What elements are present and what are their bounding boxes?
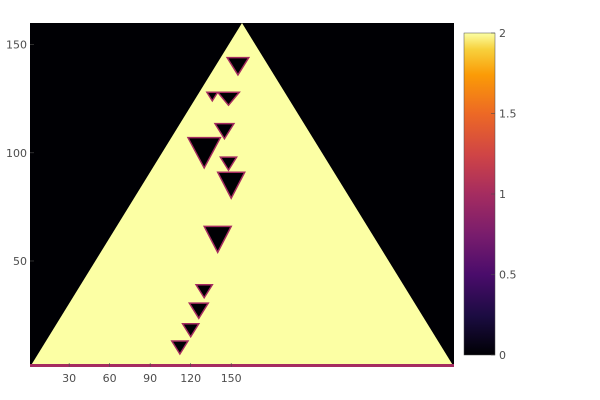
y-tick-label-100: 100 bbox=[6, 147, 27, 160]
x-tick-label-30: 30 bbox=[62, 372, 76, 385]
heatmap-structures bbox=[170, 56, 251, 356]
colorbar: 0 0.5 1 1.5 2 bbox=[463, 27, 517, 362]
heatmap-structure-2 bbox=[181, 322, 201, 339]
colorbar-gradient bbox=[463, 32, 496, 356]
heatmap-structure-1 bbox=[170, 340, 190, 356]
heatmap-structure-10 bbox=[225, 56, 251, 77]
colorbar-tick-label-0.5: 0.5 bbox=[499, 269, 517, 282]
heatmap-triangle-region bbox=[30, 23, 454, 367]
heatmap-structure-9 bbox=[216, 91, 241, 107]
heatmap-structure-4 bbox=[194, 284, 214, 300]
colorbar-tick-label-1.5: 1.5 bbox=[499, 108, 517, 121]
y-axis: 50 100 150 bbox=[6, 39, 34, 268]
colorbar-ticks: 0 0.5 1 1.5 2 bbox=[491, 27, 517, 362]
heatmap-structure-8 bbox=[213, 122, 236, 141]
heatmap-structure-6 bbox=[216, 171, 246, 200]
heatmap-bottom-row bbox=[30, 364, 454, 367]
y-tick-label-50: 50 bbox=[13, 255, 27, 268]
x-tick-label-120: 120 bbox=[180, 372, 201, 385]
heatmap-structure-0 bbox=[186, 136, 222, 170]
x-tick-label-150: 150 bbox=[221, 372, 242, 385]
heatmap-structure-11 bbox=[205, 91, 220, 103]
x-axis: 30 60 90 120 150 bbox=[62, 363, 242, 385]
heatmap-plot bbox=[30, 23, 454, 367]
heatmap-structure-5 bbox=[202, 225, 233, 254]
heatmap-structure-3 bbox=[187, 302, 210, 320]
x-tick-label-60: 60 bbox=[103, 372, 117, 385]
colorbar-tick-label-0: 0 bbox=[499, 349, 506, 362]
x-tick-label-90: 90 bbox=[143, 372, 157, 385]
colorbar-tick-label-2: 2 bbox=[499, 27, 506, 40]
heatmap-structure-7 bbox=[219, 156, 238, 172]
y-tick-label-150: 150 bbox=[6, 39, 27, 52]
colorbar-tick-label-1: 1 bbox=[499, 188, 506, 201]
